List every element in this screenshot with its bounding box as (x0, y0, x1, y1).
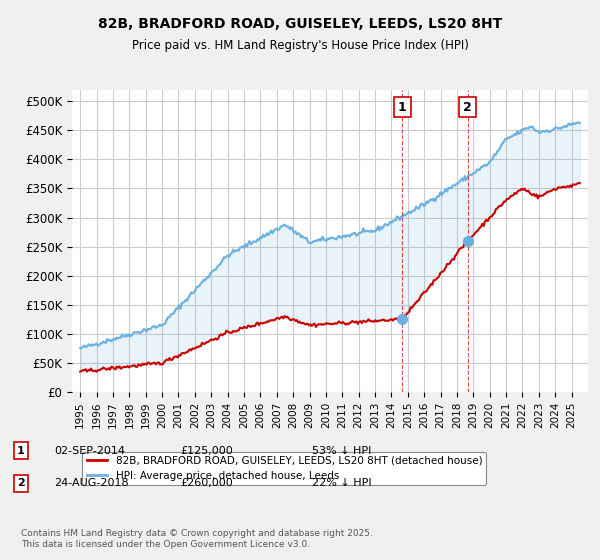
Text: 24-AUG-2018: 24-AUG-2018 (54, 478, 128, 488)
Text: Contains HM Land Registry data © Crown copyright and database right 2025.
This d: Contains HM Land Registry data © Crown c… (21, 529, 373, 549)
Legend: 82B, BRADFORD ROAD, GUISELEY, LEEDS, LS20 8HT (detached house), HPI: Average pri: 82B, BRADFORD ROAD, GUISELEY, LEEDS, LS2… (82, 452, 487, 485)
Text: £260,000: £260,000 (180, 478, 233, 488)
Text: £125,000: £125,000 (180, 446, 233, 456)
Text: 2: 2 (17, 478, 25, 488)
Text: 82B, BRADFORD ROAD, GUISELEY, LEEDS, LS20 8HT: 82B, BRADFORD ROAD, GUISELEY, LEEDS, LS2… (98, 17, 502, 31)
Text: 53% ↓ HPI: 53% ↓ HPI (312, 446, 371, 456)
Text: 1: 1 (398, 101, 407, 114)
Text: 02-SEP-2014: 02-SEP-2014 (54, 446, 125, 456)
Text: Price paid vs. HM Land Registry's House Price Index (HPI): Price paid vs. HM Land Registry's House … (131, 39, 469, 52)
Text: 2: 2 (463, 101, 472, 114)
Text: 22% ↓ HPI: 22% ↓ HPI (312, 478, 371, 488)
Text: 1: 1 (17, 446, 25, 456)
